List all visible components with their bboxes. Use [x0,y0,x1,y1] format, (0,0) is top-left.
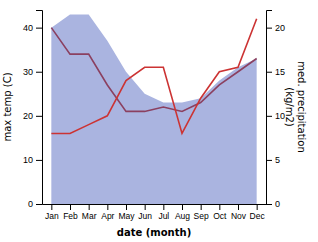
tick: 10 [266,111,285,121]
tick-label: 0 [28,199,33,209]
tick-label: 10 [275,111,285,121]
tick: 0 [266,199,280,209]
tick-label: Aug [175,211,190,221]
y2-axis-title-line: med. precipitation [296,61,307,153]
tick-label: 0 [275,199,280,209]
tick-mark [89,204,90,210]
tick-mark [36,72,42,73]
tick-mark [266,116,272,117]
chart: Jan Feb Mar Apr MayJun Jul Aug Sep Oct NovDec 0 10 2… [0,0,318,242]
x-axis: Jan Feb Mar Apr MayJun Jul Aug Sep Oct NovDec [43,204,267,221]
tick: 15 [266,67,285,77]
line [51,19,256,134]
axis-line [267,11,273,205]
tick-label: Dec [250,211,266,221]
tick-mark [36,116,42,117]
tick: 5 [266,155,280,165]
tick-mark [257,204,258,210]
tick-label: May [118,211,135,221]
tick: Jul [158,204,169,221]
tick-label: Apr [101,211,114,221]
tick-mark [266,28,272,29]
tick-mark [36,28,42,29]
tick-mark [163,204,164,210]
y-axis-title: max temp (C) [2,72,13,141]
tick-label: Sep [194,211,209,221]
tick: 30 [23,67,42,77]
tick-label: Jan [45,211,59,221]
axis-line [43,204,267,205]
tick-label: 15 [275,67,285,77]
tick: 20 [266,23,285,33]
area [51,14,256,204]
tick-label: 20 [275,23,285,33]
y2-axis-title: med. precipitation(kg/m2) [284,61,307,153]
tick: Apr [101,204,114,221]
tick: Oct [213,204,227,221]
marks [51,14,256,204]
tick: 20 [23,111,42,121]
tick-mark [266,204,272,205]
tick-mark [201,204,202,210]
tick-mark [36,204,42,205]
tick-mark [266,72,272,73]
tick-mark [145,204,146,210]
tick-label: 10 [23,155,33,165]
tick: 40 [23,23,42,33]
x-axis-title: date (month) [117,227,191,238]
tick: Dec [250,204,266,221]
tick-mark [219,204,220,210]
tick-label: 20 [23,111,33,121]
tick-label: 5 [275,155,280,165]
tick: Jan [45,204,59,221]
tick-label: Nov [231,211,247,221]
tick: 10 [23,155,42,165]
tick: Jun [138,204,152,221]
tick: 0 [28,199,42,209]
y2-axis: 0 5 10 15 20 [266,11,285,210]
axis-line [36,11,43,205]
tick-label: 40 [23,23,33,33]
tick-label: Oct [213,211,227,221]
tick-mark [36,160,42,161]
tick: Sep [194,204,209,221]
tick-mark [126,204,127,210]
tick-mark [238,204,239,210]
tick: Nov [231,204,247,221]
tick: Mar [82,204,97,221]
tick-label: Feb [63,211,78,221]
tick-mark [70,204,71,210]
tick-label: Mar [82,211,97,221]
tick-mark [51,204,52,210]
tick-label: Jun [138,211,152,221]
tick: Aug [175,204,190,221]
y2-axis-title-line: (kg/m2) [284,87,295,127]
tick-mark [266,160,272,161]
tick-mark [107,204,108,210]
tick: May [118,204,135,221]
tick-label: 30 [23,67,33,77]
tick-mark [182,204,183,210]
y-axis: 0 10 20 30 40 [23,11,43,210]
plot: Jan Feb Mar Apr MayJun Jul Aug Sep Oct NovDec 0 10 2… [23,11,285,222]
tick-label: Jul [158,211,169,221]
tick: Feb [63,204,78,221]
